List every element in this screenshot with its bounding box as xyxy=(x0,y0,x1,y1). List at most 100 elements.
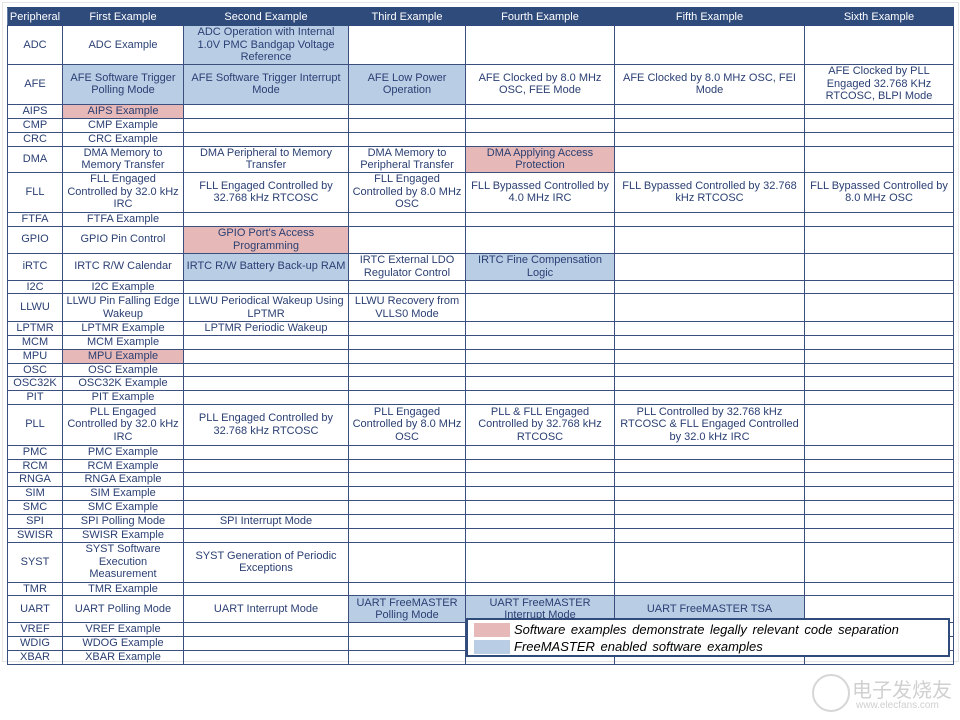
example-cell xyxy=(183,486,349,501)
peripheral-cell: SMC xyxy=(7,500,63,515)
pink-swatch xyxy=(474,622,510,637)
table-row: RCM RCM Example xyxy=(7,458,954,473)
example-cell xyxy=(614,321,805,336)
example-cell xyxy=(804,293,954,322)
table-row: PMC PMC Example xyxy=(7,444,954,460)
example-cell xyxy=(614,581,805,596)
example-cell xyxy=(183,390,349,405)
example-cell xyxy=(348,225,466,254)
example-cell xyxy=(348,334,466,350)
legend-item-blue: FreeMASTER enabled software examples xyxy=(474,639,763,654)
example-cell xyxy=(614,348,805,364)
example-cell xyxy=(465,486,615,501)
header-row: Peripheral First Example Second Example Thi… xyxy=(7,7,954,26)
table-row: OSC32K OSC32K Example xyxy=(7,376,954,391)
example-cell: PLL Engaged Controlled by 32.768 kHz RTC… xyxy=(183,403,349,446)
example-cell: IRTC Fine Compensation Logic xyxy=(465,252,615,281)
example-cell xyxy=(348,650,466,665)
example-cell xyxy=(348,541,466,583)
example-cell xyxy=(465,472,615,487)
example-cell: TMR Example xyxy=(62,581,184,596)
example-cell xyxy=(804,252,954,281)
peripheral-cell: ADC xyxy=(7,25,63,65)
example-cell: LLWU Pin Falling Edge Wakeup xyxy=(62,293,184,322)
example-cell: AFE Software Trigger Polling Mode xyxy=(62,63,184,105)
legend-pink-label: Software examples demonstrate legally re… xyxy=(514,622,899,637)
example-cell xyxy=(183,211,349,227)
blue-swatch xyxy=(474,639,510,654)
table-row: OSC OSC Example xyxy=(7,362,954,377)
example-cell: AFE Low Power Operation xyxy=(348,63,466,105)
example-cell xyxy=(614,458,805,473)
example-cell: FLL Engaged Controlled by 32.0 kHz IRC xyxy=(62,171,184,213)
header-peripheral: Peripheral xyxy=(7,7,63,26)
example-cell xyxy=(614,131,805,147)
example-cell xyxy=(348,362,466,377)
example-cell xyxy=(804,390,954,405)
example-cell xyxy=(804,211,954,227)
peripheral-cell: OSC32K xyxy=(7,376,63,391)
example-cell xyxy=(614,293,805,322)
peripheral-cell: MCM xyxy=(7,334,63,350)
example-cell: RCM Example xyxy=(62,458,184,473)
example-cell: FLL Engaged Controlled by 32.768 kHz RTC… xyxy=(183,171,349,213)
header-example-3: Third Example xyxy=(348,7,466,26)
table-row: DMA DMA Memory to Memory Transfer DMA Peri… xyxy=(7,145,954,173)
example-cell xyxy=(804,25,954,65)
peripheral-cell: SWISR xyxy=(7,527,63,543)
table-row: SIM SIM Example xyxy=(7,486,954,501)
example-cell xyxy=(804,486,954,501)
example-cell xyxy=(348,25,466,65)
example-cell xyxy=(348,376,466,391)
peripheral-cell: PMC xyxy=(7,444,63,460)
example-cell xyxy=(614,252,805,281)
table-row: AIPS AIPS Example xyxy=(7,103,954,119)
example-cell: MPU Example xyxy=(62,348,184,364)
example-cell: PMC Example xyxy=(62,444,184,460)
peripheral-cell: LPTMR xyxy=(7,321,63,336)
example-cell xyxy=(348,500,466,515)
table-row: CRC CRC Example xyxy=(7,131,954,147)
example-cell xyxy=(465,103,615,119)
example-cell: CMP Example xyxy=(62,117,184,133)
example-cell xyxy=(183,581,349,596)
example-cell: FLL Bypassed Controlled by 4.0 MHz IRC xyxy=(465,171,615,213)
example-cell xyxy=(183,103,349,119)
watermark-logo-text: 电子发烧友 xyxy=(852,678,952,702)
example-cell xyxy=(614,472,805,487)
example-cell: IRTC R/W Calendar xyxy=(62,252,184,281)
table-row: RNGA RNGA Example xyxy=(7,472,954,487)
example-cell xyxy=(614,362,805,377)
example-cell xyxy=(183,362,349,377)
peripheral-cell: SIM xyxy=(7,486,63,501)
legend: Software examples demonstrate legally re… xyxy=(466,618,950,657)
example-cell: AFE Software Trigger Interrupt Mode xyxy=(183,63,349,105)
example-cell xyxy=(804,581,954,596)
example-cell xyxy=(348,321,466,336)
example-cell: OSC Example xyxy=(62,362,184,377)
example-cell: I2C Example xyxy=(62,279,184,294)
example-cell xyxy=(614,117,805,133)
example-cell xyxy=(804,279,954,294)
peripheral-cell: FLL xyxy=(7,171,63,213)
example-cell: MCM Example xyxy=(62,334,184,350)
example-cell xyxy=(348,581,466,596)
example-cell: UART FreeMASTER Polling Mode xyxy=(348,595,466,623)
example-cell xyxy=(465,444,615,460)
example-cell xyxy=(614,541,805,583)
example-cell xyxy=(183,527,349,543)
header-example-4: Fourth Example xyxy=(465,7,615,26)
table-row: PLL PLL Engaged Controlled by 32.0 kHz IR… xyxy=(7,403,954,446)
example-cell xyxy=(183,131,349,147)
example-cell xyxy=(804,514,954,529)
example-cell: OSC32K Example xyxy=(62,376,184,391)
peripheral-cell: DMA xyxy=(7,145,63,173)
table-row: SMC SMC Example xyxy=(7,500,954,515)
example-cell xyxy=(348,211,466,227)
example-cell xyxy=(465,117,615,133)
example-cell xyxy=(614,486,805,501)
example-cell xyxy=(614,390,805,405)
table-row: ADC ADC Example ADC Operation with Interna… xyxy=(7,25,954,65)
example-cell xyxy=(804,334,954,350)
example-cell xyxy=(348,622,466,637)
